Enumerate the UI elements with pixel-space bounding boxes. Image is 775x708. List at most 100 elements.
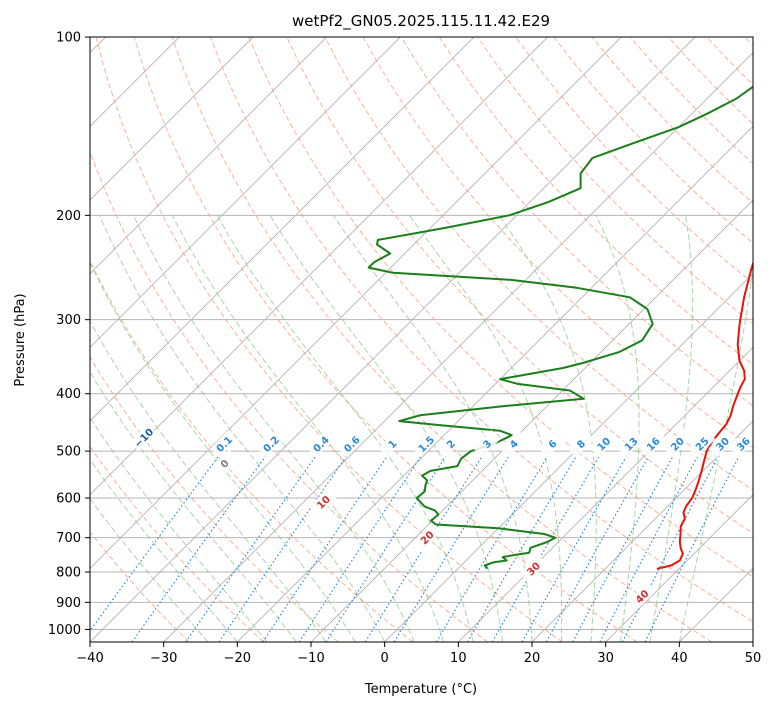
mixing-ratio-label-backdrop bbox=[616, 429, 645, 458]
dry-adiabat bbox=[171, 37, 712, 642]
y-tick-label: 700 bbox=[56, 531, 81, 546]
mixing-ratio-line bbox=[131, 450, 270, 642]
mixing-ratio-label-backdrop bbox=[639, 429, 667, 458]
dry-adiabat bbox=[90, 445, 264, 642]
temperature-line bbox=[656, 260, 753, 570]
isotherm bbox=[90, 37, 622, 569]
mixing-ratio-label-backdrop bbox=[256, 429, 285, 458]
mixing-ratio-label-backdrop bbox=[566, 429, 595, 458]
x-tick-label: 10 bbox=[450, 651, 467, 666]
x-axis-label: Temperature (°C) bbox=[364, 682, 477, 697]
isotherm bbox=[163, 52, 753, 642]
isotherm bbox=[384, 273, 753, 642]
dry-adiabat-label-backdrop bbox=[129, 423, 158, 452]
isotherm bbox=[90, 37, 327, 275]
mixing-ratio-label-backdrop bbox=[210, 429, 238, 458]
chart-title: wetPf2_GN05.2025.115.11.42.E29 bbox=[292, 12, 550, 31]
dry-adiabat bbox=[248, 37, 753, 578]
mixing-ratio-label-backdrop bbox=[411, 429, 440, 458]
axis-ticks: −40 −30 −20 −10 0 10 20 30 40 50 100 200 300 400 500 60… bbox=[48, 31, 761, 667]
dry-adiabat bbox=[95, 37, 563, 642]
x-tick-label: 50 bbox=[745, 651, 762, 666]
mixing-ratio-line bbox=[545, 450, 653, 642]
y-tick-label: 400 bbox=[56, 387, 81, 402]
mixing-ratio-line bbox=[262, 450, 392, 642]
isotherm bbox=[531, 420, 753, 642]
dry-adiabat bbox=[90, 531, 190, 642]
moist-adiabat bbox=[171, 215, 445, 642]
moist-adiabat bbox=[216, 215, 474, 642]
mixing-ratio-label-backdrop bbox=[436, 429, 465, 458]
moist-adiabat bbox=[678, 264, 753, 642]
mixing-ratio-line bbox=[218, 450, 351, 642]
mixing-ratio-line bbox=[521, 450, 631, 642]
mixing-ratio-line bbox=[90, 450, 223, 632]
x-tick-label: 30 bbox=[597, 651, 614, 666]
moist-adiabat bbox=[90, 261, 356, 642]
dry-adiabat bbox=[400, 37, 753, 407]
y-tick-label: 800 bbox=[56, 566, 81, 581]
moist-adiabat bbox=[649, 215, 694, 642]
moist-adiabat bbox=[90, 497, 209, 642]
mixing-ratio-label-backdrop bbox=[378, 429, 406, 458]
dewpoint-line bbox=[367, 85, 753, 570]
y-axis-label: Pressure (hPa) bbox=[13, 293, 28, 386]
mixing-ratio-line bbox=[572, 450, 677, 642]
x-tick-label: 0 bbox=[381, 651, 389, 666]
moist-adiabat bbox=[90, 458, 238, 642]
y-tick-label: 300 bbox=[56, 313, 81, 328]
profile-lines bbox=[367, 85, 753, 570]
mixing-ratio-line bbox=[298, 450, 425, 642]
isotherm bbox=[90, 37, 475, 422]
moist-adiabat bbox=[408, 215, 563, 642]
mixing-ratio-line bbox=[185, 450, 320, 642]
x-tick-label: −10 bbox=[297, 651, 324, 666]
y-tick-label: 200 bbox=[56, 209, 81, 224]
x-tick-label: −30 bbox=[150, 651, 177, 666]
dry-adiabat-label-backdrop bbox=[210, 449, 239, 478]
mixing-ratio-label-backdrop bbox=[729, 429, 757, 458]
moist-adiabat bbox=[332, 215, 533, 642]
x-tick-label: 20 bbox=[524, 651, 541, 666]
isotherm bbox=[90, 37, 696, 642]
x-tick-label: −20 bbox=[224, 651, 251, 666]
isotherm bbox=[458, 346, 753, 642]
moist-adiabat bbox=[90, 320, 327, 642]
dry-adiabat bbox=[210, 37, 753, 623]
y-tick-label: 100 bbox=[56, 31, 81, 46]
plot-frame bbox=[89, 36, 754, 643]
dry-adiabat bbox=[324, 37, 753, 491]
x-tick-label: 40 bbox=[671, 651, 688, 666]
mixing-ratio-label-backdrop bbox=[589, 429, 618, 458]
dry-adiabat-label-backdrop bbox=[309, 488, 337, 516]
moist-adiabat bbox=[90, 370, 297, 642]
mixing-ratio-label-backdrop bbox=[499, 429, 528, 458]
isotherm bbox=[90, 37, 401, 348]
y-tick-label: 600 bbox=[56, 492, 81, 507]
dry-adiabat bbox=[515, 37, 753, 284]
mixing-ratio-label-backdrop bbox=[687, 429, 716, 458]
y-tick-label: 1000 bbox=[48, 623, 81, 638]
dry-adiabat bbox=[90, 259, 414, 642]
dry-adiabat-label-backdrop bbox=[627, 582, 656, 610]
isotherm bbox=[90, 37, 548, 496]
mixing-ratio-label-backdrop bbox=[472, 429, 501, 458]
isotherm bbox=[90, 37, 254, 201]
dry-adiabat bbox=[90, 356, 339, 642]
y-tick-label: 900 bbox=[56, 596, 81, 611]
dry-adiabat bbox=[90, 150, 488, 642]
isotherm bbox=[237, 125, 753, 642]
moist-adiabat bbox=[498, 215, 597, 642]
mixing-ratio-line bbox=[325, 450, 450, 642]
mixing-ratio-line bbox=[393, 450, 513, 642]
moist-adiabat bbox=[269, 215, 503, 642]
mixing-ratio-label-backdrop bbox=[708, 429, 737, 458]
mixing-ratio-label-backdrop bbox=[538, 429, 566, 458]
mixing-ratio-label-backdrop bbox=[663, 429, 691, 458]
y-tick-label: 500 bbox=[56, 445, 81, 460]
dry-adiabat bbox=[438, 37, 753, 366]
isotherm bbox=[605, 494, 753, 642]
